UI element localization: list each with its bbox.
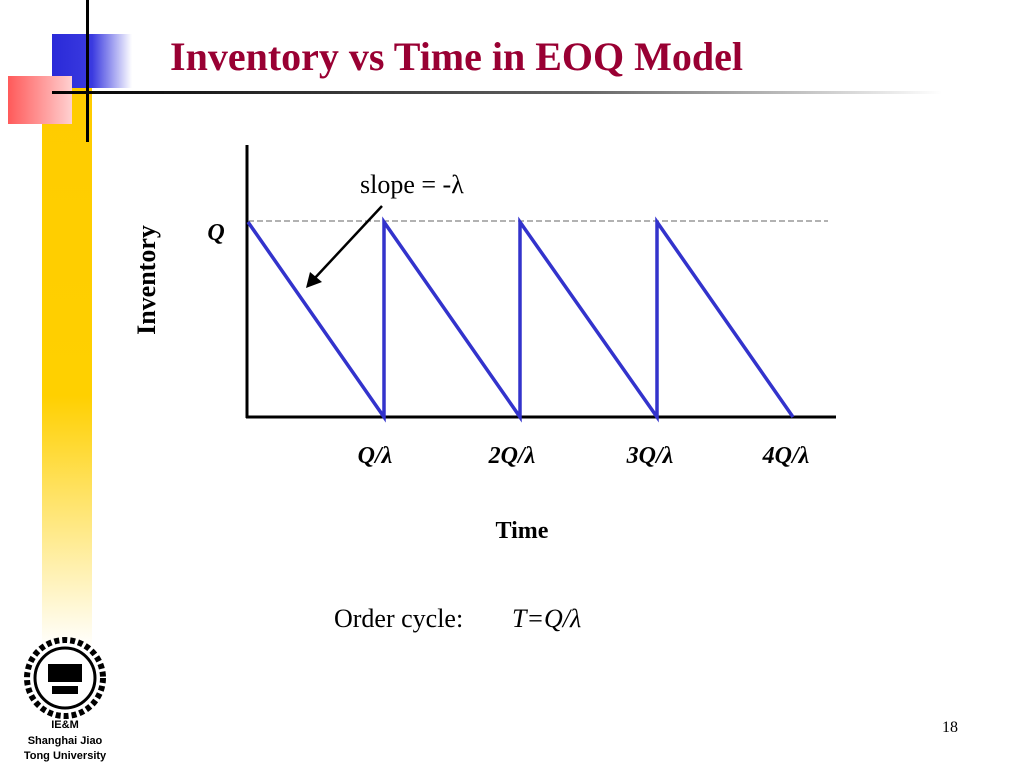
x-label: Q/λ: [358, 443, 393, 469]
logo-emblem: [24, 637, 106, 719]
page-number: 18: [942, 719, 958, 736]
slope-label: slope = -λ: [360, 170, 464, 199]
logo-text: IE&M: [51, 719, 79, 731]
title: Inventory vs Time in EOQ Model: [170, 34, 743, 79]
y-axis-label: Inventory: [132, 225, 161, 335]
x-label: 4Q/λ: [762, 443, 810, 469]
level-label: Q: [207, 220, 224, 246]
note-formula: T=Q/λ: [512, 604, 581, 633]
logo-text: Shanghai Jiao: [28, 735, 103, 747]
x-label: 3Q/λ: [626, 443, 674, 469]
note-text: Order cycle:: [334, 604, 463, 633]
diagram: [245, 145, 836, 423]
logo-text: Tong University: [24, 750, 107, 762]
x-axis-label: Time: [496, 518, 549, 544]
x-label: 2Q/λ: [488, 443, 536, 469]
decoration: [8, 0, 942, 648]
